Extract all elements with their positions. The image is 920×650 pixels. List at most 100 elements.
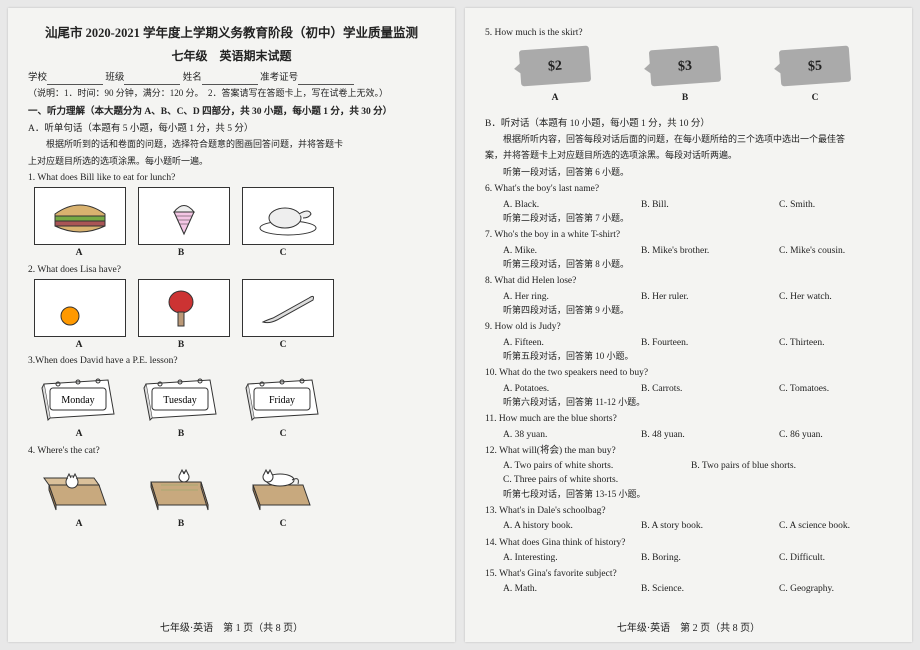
question-5: 5. How much is the skirt? — [485, 26, 892, 40]
segment-1: 听第一段对话，回答第 6 小题。 — [485, 166, 892, 180]
student-info-line: 学校 班级 姓名 准考证号 — [28, 71, 435, 85]
label-c: C — [238, 427, 328, 441]
q15-options: A. Math. B. Science. C. Geography. — [503, 582, 892, 596]
label-examno: 准考证号 — [260, 73, 298, 83]
segment-4: 听第四段对话，回答第 9 小题。 — [485, 304, 892, 318]
q14-b: B. Boring. — [641, 551, 751, 565]
q1-images — [34, 187, 435, 245]
q12-a: A. Two pairs of white shorts. — [503, 459, 663, 473]
q3-img-b-tuesday: Tuesday — [136, 370, 226, 426]
q8-a: A. Her ring. — [503, 290, 613, 304]
label-c: C — [238, 517, 328, 531]
question-15: 15. What's Gina's favorite subject? — [485, 567, 892, 581]
q14-c: C. Difficult. — [779, 551, 889, 565]
question-2: 2. What does Lisa have? — [28, 263, 435, 277]
q7-c: C. Mike's cousin. — [779, 244, 889, 258]
q1-img-b-icecream — [138, 187, 230, 245]
label-a: A — [34, 517, 124, 531]
part-a-title: A．听单句话（本题有 5 小题，每小题 1 分，共 5 分） — [28, 122, 435, 136]
q10-options: A. Potatoes. B. Carrots. C. Tomatoes. — [503, 382, 892, 396]
q8-c: C. Her watch. — [779, 290, 889, 304]
exam-header: 汕尾市 2020-2021 学年度上学期义务教育阶段（初中）学业质量监测 — [28, 24, 435, 43]
q14-options: A. Interesting. B. Boring. C. Difficult. — [503, 551, 892, 565]
question-12: 12. What will(将会) the man buy? — [485, 444, 892, 458]
label-b: B — [136, 246, 226, 260]
q7-a: A. Mike. — [503, 244, 613, 258]
q9-options: A. Fifteen. B. Fourteen. C. Thirteen. — [503, 336, 892, 350]
label-b: B — [136, 427, 226, 441]
label-c: C — [238, 338, 328, 352]
q4-images — [34, 460, 435, 516]
blank-school — [47, 74, 103, 85]
q4-img-c-cat-on-box — [238, 460, 328, 516]
price-tag-icon: $3 — [649, 46, 721, 87]
label-c: C — [765, 91, 865, 105]
price-a: $2 — [547, 55, 562, 77]
page-2: 5. How much is the skirt? $2 $3 $5 A B C… — [465, 8, 912, 642]
q8-b: B. Her ruler. — [641, 290, 751, 304]
question-3: 3.When does David have a P.E. lesson? — [28, 354, 435, 368]
question-14: 14. What does Gina think of history? — [485, 536, 892, 550]
instructions: （说明：1．时间：90 分钟，满分：120 分。 2．答案请写在答题卡上，写在试… — [28, 87, 435, 101]
page-1-footer: 七年级·英语 第 1 页（共 8 页） — [8, 621, 455, 636]
section-1-title: 一、听力理解（本大题分为 A、B、C、D 四部分，共 30 小题，每小题 1 分… — [28, 105, 435, 119]
part-a-desc-2: 上对应题目所选的选项涂黑。每小题听一遍。 — [28, 155, 435, 169]
q11-c: C. 86 yuan. — [779, 428, 889, 442]
q1-img-a-hamburger — [34, 187, 126, 245]
label-class: 班级 — [105, 73, 124, 83]
page-2-footer: 七年级·英语 第 2 页（共 8 页） — [465, 621, 912, 636]
q10-c: C. Tomatoes. — [779, 382, 889, 396]
q2-labels: A B C — [34, 338, 435, 352]
q6-a: A. Black. — [503, 198, 613, 212]
q13-options: A. A history book. B. A story book. C. A… — [503, 519, 892, 533]
label-school: 学校 — [28, 73, 47, 83]
q4-img-a-cat-in-box — [34, 460, 124, 516]
blank-name — [202, 74, 258, 85]
q7-b: B. Mike's brother. — [641, 244, 751, 258]
q13-a: A. A history book. — [503, 519, 613, 533]
q2-img-b-pingpong — [138, 279, 230, 337]
svg-text:Tuesday: Tuesday — [163, 395, 197, 406]
q2-img-a-ball — [34, 279, 126, 337]
q5-img-a-tag2: $2 — [505, 42, 605, 90]
q11-options: A. 38 yuan. B. 48 yuan. C. 86 yuan. — [503, 428, 892, 442]
q3-labels: A B C — [34, 427, 435, 441]
question-8: 8. What did Helen lose? — [485, 274, 892, 288]
q13-b: B. A story book. — [641, 519, 751, 533]
question-1: 1. What does Bill like to eat for lunch? — [28, 171, 435, 185]
q2-images — [34, 279, 435, 337]
segment-2: 听第二段对话，回答第 7 小题。 — [485, 212, 892, 226]
label-a: A — [34, 338, 124, 352]
q15-a: A. Math. — [503, 582, 613, 596]
page-1: 汕尾市 2020-2021 学年度上学期义务教育阶段（初中）学业质量监测 七年级… — [8, 8, 455, 642]
q13-c: C. A science book. — [779, 519, 889, 533]
segment-3: 听第三段对话，回答第 8 小题。 — [485, 258, 892, 272]
question-4: 4. Where's the cat? — [28, 444, 435, 458]
price-tag-icon: $2 — [519, 46, 591, 87]
question-10: 10. What do the two speakers need to buy… — [485, 366, 892, 380]
label-a: A — [34, 246, 124, 260]
q14-a: A. Interesting. — [503, 551, 613, 565]
label-c: C — [238, 246, 328, 260]
question-7: 7. Who's the boy in a white T-shirt? — [485, 228, 892, 242]
q11-a: A. 38 yuan. — [503, 428, 613, 442]
segment-7: 听第七段对话，回答第 13-15 小题。 — [485, 488, 892, 502]
part-b-desc-2: 案，并将答题卡上对应题目所选的选项涂黑。每段对话听两遍。 — [485, 149, 892, 163]
q5-img-b-tag3: $3 — [635, 42, 735, 90]
q12-options-row2: C. Three pairs of white shorts. — [503, 473, 892, 487]
q4-img-b-cat-behind-box — [136, 460, 226, 516]
part-a-desc-1: 根据所听到的话和卷面的问题，选择符合题意的图画回答问题，并将答题卡 — [28, 138, 435, 152]
question-13: 13. What's in Dale's schoolbag? — [485, 504, 892, 518]
q5-labels: A B C — [505, 91, 892, 105]
q3-images: Monday Tuesday Friday — [34, 370, 435, 426]
q1-img-c-chicken — [242, 187, 334, 245]
q9-a: A. Fifteen. — [503, 336, 613, 350]
q8-options: A. Her ring. B. Her ruler. C. Her watch. — [503, 290, 892, 304]
label-a: A — [505, 91, 605, 105]
q9-b: B. Fourteen. — [641, 336, 751, 350]
price-tag-icon: $5 — [779, 46, 851, 87]
label-b: B — [136, 338, 226, 352]
worksheet-scan: 汕尾市 2020-2021 学年度上学期义务教育阶段（初中）学业质量监测 七年级… — [0, 0, 920, 650]
question-6: 6. What's the boy's last name? — [485, 182, 892, 196]
q6-c: C. Smith. — [779, 198, 889, 212]
